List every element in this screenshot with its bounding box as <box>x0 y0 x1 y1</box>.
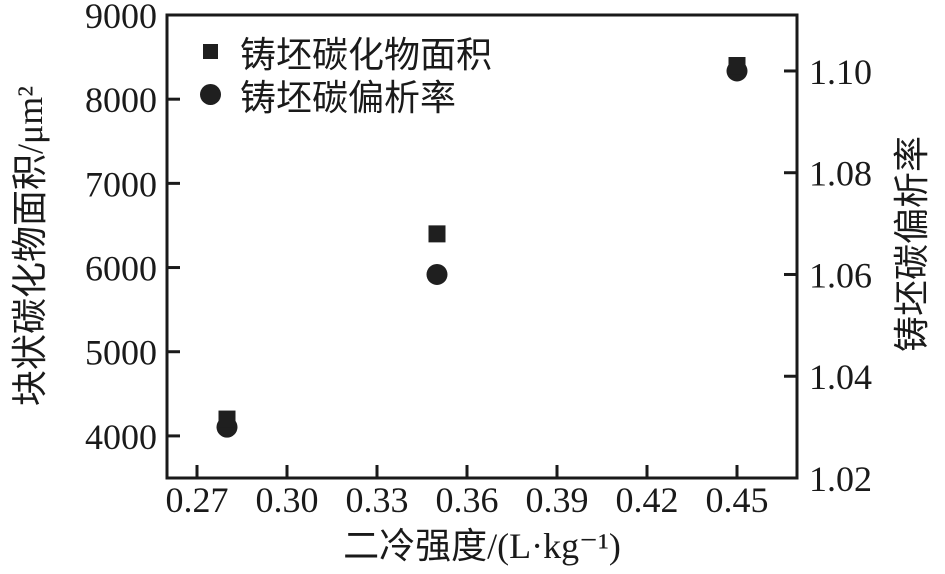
y-right-tick-label: 1.04 <box>809 357 872 397</box>
x-tick-label: 0.27 <box>166 480 229 520</box>
legend-marker-box <box>196 44 224 59</box>
y-right-tick-label: 1.06 <box>809 255 872 295</box>
y-left-tick-label: 6000 <box>85 249 157 289</box>
y-right-tick-label: 1.08 <box>809 154 872 194</box>
legend-label: 铸坯碳偏析率 <box>240 77 457 118</box>
legend: 铸坯碳化物面积 铸坯碳偏析率 <box>196 30 492 118</box>
y-left-tick-label: 8000 <box>85 80 157 120</box>
data-point-square-2 <box>728 57 746 75</box>
y-left-tick-label: 9000 <box>85 0 157 36</box>
data-point-square-1 <box>428 225 446 243</box>
legend-label: 铸坯碳化物面积 <box>240 34 493 75</box>
y-left-tick-label: 5000 <box>85 333 157 373</box>
y-right-tick-label: 1.02 <box>809 459 872 499</box>
data-point-square-0 <box>218 410 236 428</box>
y-right-tick-label: 1.10 <box>809 52 872 92</box>
legend-circle-marker-icon <box>199 84 221 105</box>
x-tick-label: 0.39 <box>526 480 589 520</box>
legend-item: 铸坯碳化物面积 <box>196 30 492 75</box>
y-left-axis-title: 块状碳化物面积/μm² <box>10 85 50 407</box>
x-tick-label: 0.36 <box>436 480 499 520</box>
legend-square-marker-icon <box>202 44 218 59</box>
y-left-tick-label: 4000 <box>85 417 157 457</box>
plot-frame <box>165 13 799 480</box>
legend-item: 铸坯碳偏析率 <box>196 73 492 118</box>
data-point-circle-1 <box>426 263 448 285</box>
x-tick-label: 0.45 <box>706 480 769 520</box>
y-left-tick-label: 7000 <box>85 164 157 204</box>
x-tick-label: 0.30 <box>256 480 319 520</box>
x-tick-label: 0.33 <box>346 480 409 520</box>
x-tick-label: 0.42 <box>616 480 679 520</box>
legend-marker-box <box>196 84 224 105</box>
x-axis-title: 二冷强度/(L·kg⁻¹) <box>343 526 621 566</box>
y-right-axis-title: 铸坯碳偏析率 <box>892 136 932 353</box>
